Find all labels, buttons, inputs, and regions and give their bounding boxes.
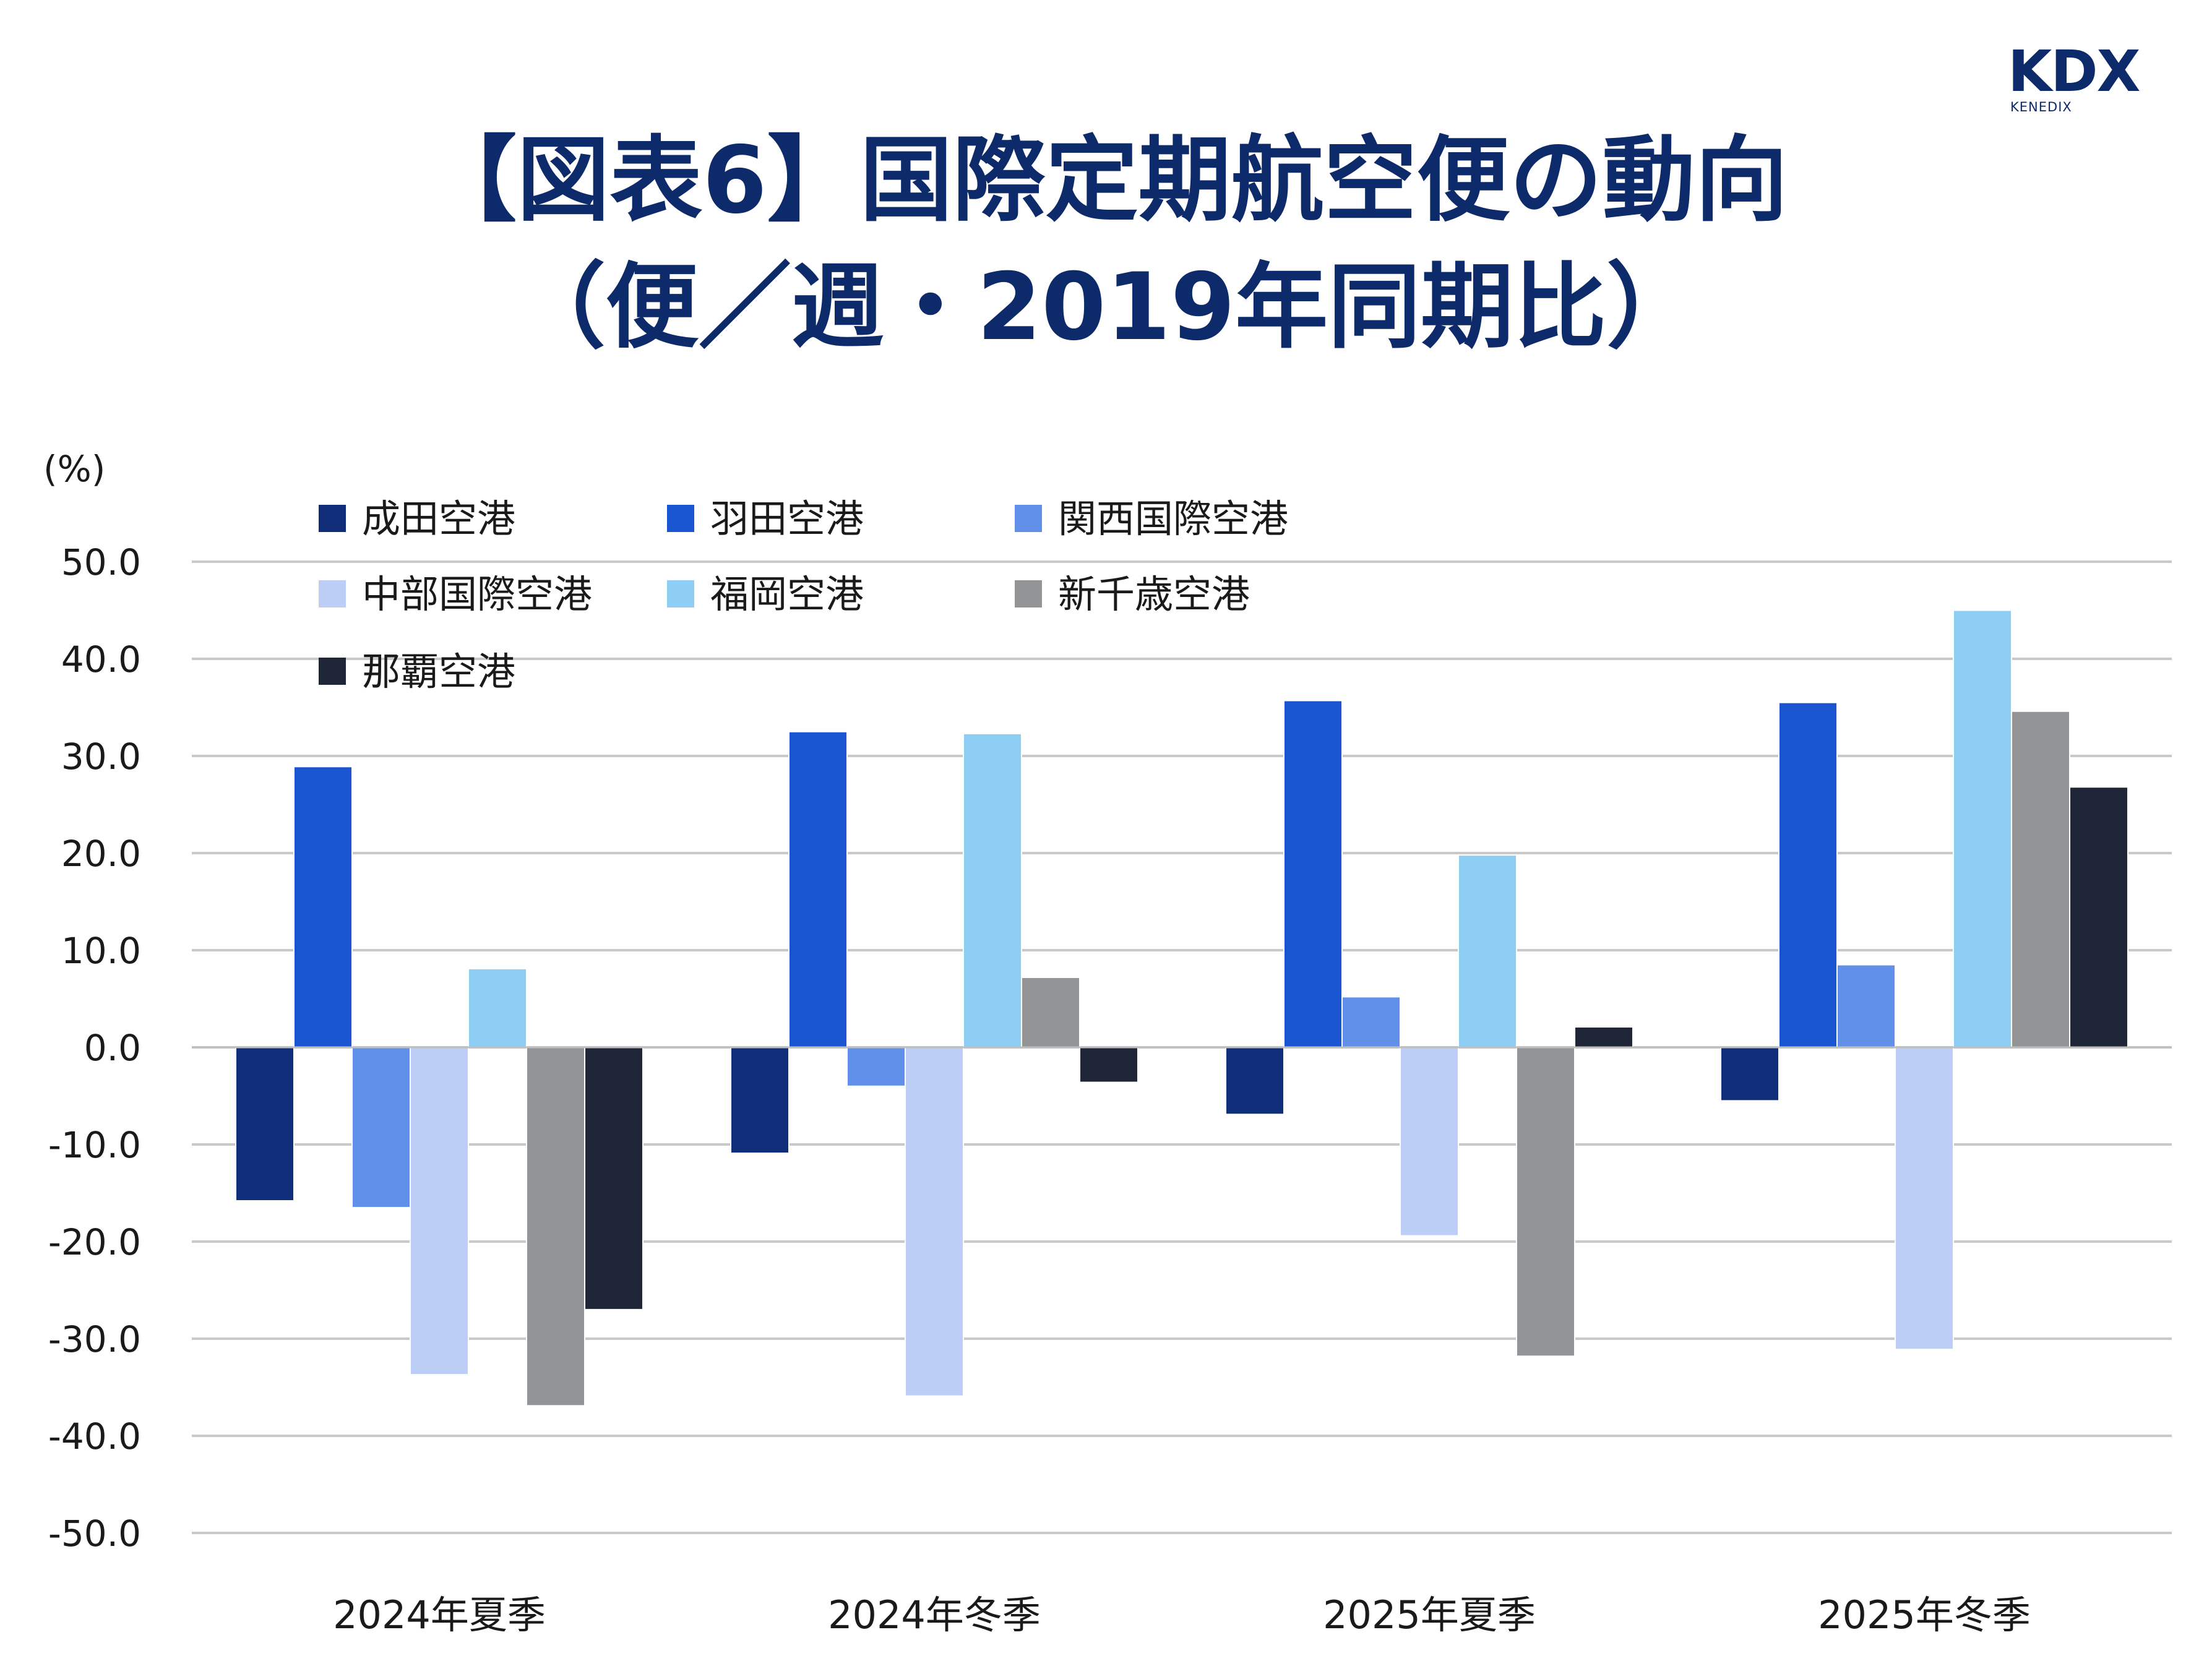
legend-label: 福岡空港 bbox=[710, 572, 864, 617]
y-unit-label: (%) bbox=[43, 448, 105, 490]
y-tick-label: 0.0 bbox=[84, 1027, 141, 1069]
legend-swatch bbox=[319, 658, 346, 685]
y-tick-label: -50.0 bbox=[48, 1513, 141, 1555]
bar-1-1 bbox=[788, 731, 848, 1048]
bar-5-0 bbox=[526, 1047, 585, 1407]
bar-6-2 bbox=[1574, 1026, 1633, 1049]
bar-3-0 bbox=[410, 1047, 469, 1376]
bar-6-0 bbox=[584, 1047, 643, 1310]
legend-label: 関西国際空港 bbox=[1058, 496, 1288, 541]
legend-label: 那覇空港 bbox=[362, 649, 515, 694]
category-label: 2024年冬季 bbox=[828, 1592, 1041, 1638]
bar-2-1 bbox=[846, 1047, 906, 1087]
bar-6-1 bbox=[1079, 1047, 1138, 1083]
logo-mark: KDX bbox=[2008, 38, 2141, 105]
legend-swatch bbox=[1015, 580, 1042, 607]
y-tick-label: 30.0 bbox=[61, 736, 141, 778]
bar-3-2 bbox=[1400, 1047, 1459, 1237]
bar-3-3 bbox=[1895, 1047, 1954, 1350]
bar-4-2 bbox=[1458, 854, 1517, 1048]
legend-swatch bbox=[319, 505, 346, 532]
title-line-2: （便／週・2019年同期比） bbox=[512, 254, 1700, 361]
y-tick-label: 20.0 bbox=[61, 833, 141, 875]
bar-4-0 bbox=[468, 968, 527, 1048]
x-axis-categories: 2024年夏季 2024年冬季 2025年夏季 2025年冬季 bbox=[333, 1592, 2031, 1638]
category-label: 2025年夏季 bbox=[1323, 1592, 1536, 1638]
bar-0-2 bbox=[1225, 1047, 1285, 1115]
bar-1-2 bbox=[1283, 700, 1343, 1048]
bars bbox=[192, 609, 2172, 1407]
y-axis-ticks: 50.0 40.0 30.0 20.0 10.0 0.0 -10.0 -20.0 -30.0 -4… bbox=[48, 541, 141, 1555]
legend-label: 新千歳空港 bbox=[1058, 572, 1250, 617]
logo-subtext: KENEDIX bbox=[2010, 100, 2072, 114]
legend-label: 成田空港 bbox=[362, 496, 515, 541]
bar-5-2 bbox=[1516, 1047, 1575, 1357]
legend-swatch bbox=[319, 580, 346, 607]
category-label: 2024年夏季 bbox=[333, 1592, 546, 1638]
y-tick-label: -20.0 bbox=[48, 1221, 141, 1263]
bar-0-1 bbox=[730, 1047, 790, 1154]
bar-2-2 bbox=[1341, 996, 1401, 1048]
y-tick-label: 40.0 bbox=[61, 638, 141, 680]
bar-2-0 bbox=[351, 1047, 411, 1209]
kdx-logo: KDX KENEDIX bbox=[2008, 38, 2156, 114]
bar-6-3 bbox=[2069, 786, 2128, 1048]
bar-5-3 bbox=[2011, 710, 2070, 1048]
legend-swatch bbox=[667, 505, 694, 532]
bar-1-3 bbox=[1778, 702, 1838, 1048]
bar-5-1 bbox=[1021, 976, 1080, 1048]
y-tick-label: -30.0 bbox=[48, 1318, 141, 1360]
bar-3-1 bbox=[905, 1047, 964, 1397]
bar-4-1 bbox=[963, 732, 1022, 1048]
legend-label: 中部国際空港 bbox=[362, 572, 592, 617]
y-tick-label: 10.0 bbox=[61, 930, 141, 972]
legend-swatch bbox=[667, 580, 694, 607]
y-tick-label: -10.0 bbox=[48, 1124, 141, 1166]
legend-swatch bbox=[1015, 505, 1042, 532]
bar-0-0 bbox=[235, 1047, 295, 1202]
bar-4-3 bbox=[1953, 609, 2012, 1048]
bar-2-3 bbox=[1836, 964, 1896, 1049]
bar-0-3 bbox=[1720, 1047, 1779, 1102]
legend-label: 羽田空港 bbox=[710, 496, 864, 541]
chart-title: 【図表6】国際定期航空便の動向 （便／週・2019年同期比） bbox=[0, 118, 2212, 371]
bar-1-0 bbox=[293, 766, 353, 1049]
y-tick-label: 50.0 bbox=[61, 541, 141, 583]
y-tick-label: -40.0 bbox=[48, 1415, 141, 1457]
title-line-1: 【図表6】国際定期航空便の動向 bbox=[424, 127, 1788, 234]
category-label: 2025年冬季 bbox=[1818, 1592, 2031, 1638]
